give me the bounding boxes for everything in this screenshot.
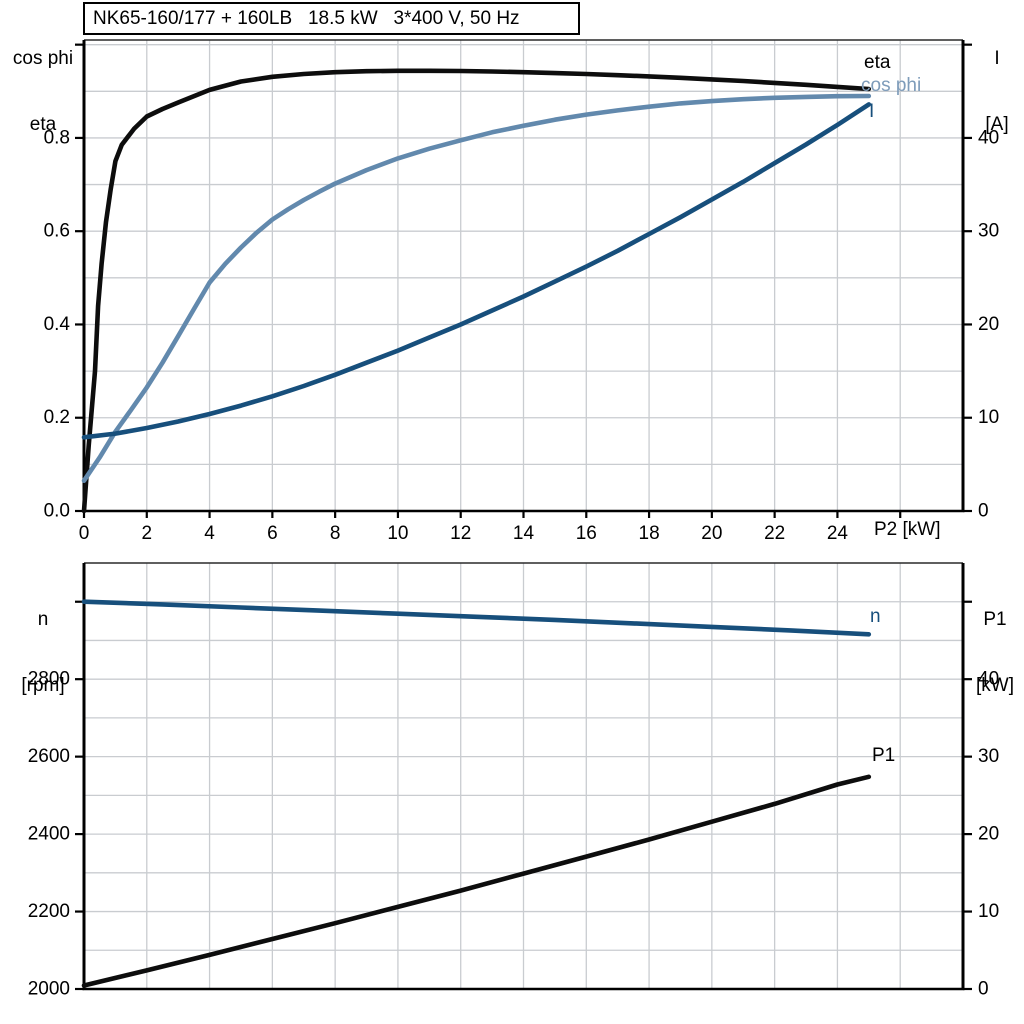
x-tick-label: 22 — [764, 523, 785, 544]
left-axis-label-eta: eta — [29, 114, 57, 135]
bottom-right-axis-label: P1 [kW] — [966, 565, 1024, 741]
left-tick-label: 2600 — [28, 746, 70, 767]
right-tick-label: 30 — [978, 221, 999, 242]
x-tick-label: 14 — [513, 523, 535, 544]
left-axis-label-cos-phi: cos phi — [12, 48, 74, 69]
left-tick-label: 0.8 — [44, 127, 70, 148]
bottom-chart: 2000 2200 2400 2600 2800 0 10 20 30 40 — [28, 562, 999, 1000]
left-tick-label: 2000 — [28, 979, 70, 1000]
bottom-left-axis-label: n [rpm] — [6, 565, 80, 741]
p1-curve-label: P1 — [872, 745, 896, 766]
x-tick-label: 10 — [387, 523, 408, 544]
n-curve — [81, 599, 872, 637]
gridlines — [84, 40, 963, 511]
right-tick-label: 0 — [978, 979, 989, 1000]
eta-curve — [81, 68, 872, 514]
x-tick-label: 4 — [204, 523, 215, 544]
left-tick-label: 0.4 — [44, 314, 71, 335]
eta-curve-label: eta — [864, 52, 891, 73]
right-tick-label: 20 — [978, 314, 999, 335]
right-axis-label-i: I — [994, 48, 1000, 69]
P1-curve — [81, 774, 872, 988]
top-right-axis-label: I [A] — [972, 4, 1022, 180]
left-tick-label: 0.0 — [44, 501, 70, 522]
x-axis-label: P2 [kW] — [874, 519, 941, 540]
tick-labels: 2000 2200 2400 2600 2800 0 10 20 30 40 — [28, 600, 999, 1000]
gridlines — [84, 563, 963, 989]
left-tick-label: 2200 — [28, 901, 70, 922]
x-tick-label: 20 — [701, 523, 722, 544]
right-tick-label: 10 — [978, 901, 999, 922]
right-tick-label: 20 — [978, 824, 999, 845]
x-tick-label: 8 — [330, 523, 341, 544]
x-tick-label: 6 — [267, 523, 278, 544]
right-axis-label-amp-unit: [A] — [985, 114, 1009, 135]
left-axis-label-n: n — [37, 609, 49, 630]
right-tick-label: 30 — [978, 746, 999, 767]
left-tick-label: 2800 — [28, 669, 70, 690]
speed-curve-label: n — [870, 606, 881, 627]
chart-title-box: NK65-160/177 + 160LB 18.5 kW 3*400 V, 50… — [83, 2, 580, 35]
right-axis-label-kw-unit: [kW] — [976, 675, 1014, 696]
right-tick-label: 10 — [978, 407, 999, 428]
x-tick-label: 16 — [576, 523, 597, 544]
chart-title: NK65-160/177 + 160LB 18.5 kW 3*400 V, 50… — [93, 7, 520, 29]
right-tick-label: 40 — [978, 669, 999, 690]
x-tick-label: 24 — [827, 523, 849, 544]
left-tick-label: 0.6 — [44, 221, 70, 242]
left-axis-label-rpm-unit: [rpm] — [21, 675, 65, 696]
cos-phi-curve — [81, 93, 872, 484]
left-tick-label: 2400 — [28, 824, 70, 845]
cos-phi-curve-label: cos phi — [861, 75, 922, 96]
right-tick-label: 0 — [978, 501, 989, 522]
I-curve — [81, 102, 872, 440]
x-tick-label: 18 — [639, 523, 660, 544]
right-tick-label: 40 — [978, 127, 999, 148]
x-tick-label: 12 — [450, 523, 471, 544]
current-curve-label: I — [869, 101, 875, 122]
x-tick-label: 0 — [79, 523, 90, 544]
right-axis-label-p1: P1 — [983, 609, 1007, 630]
left-tick-label: 0.2 — [44, 407, 70, 428]
x-tick-label: 2 — [141, 523, 152, 544]
top-left-axis-label: cos phi eta — [6, 4, 80, 180]
